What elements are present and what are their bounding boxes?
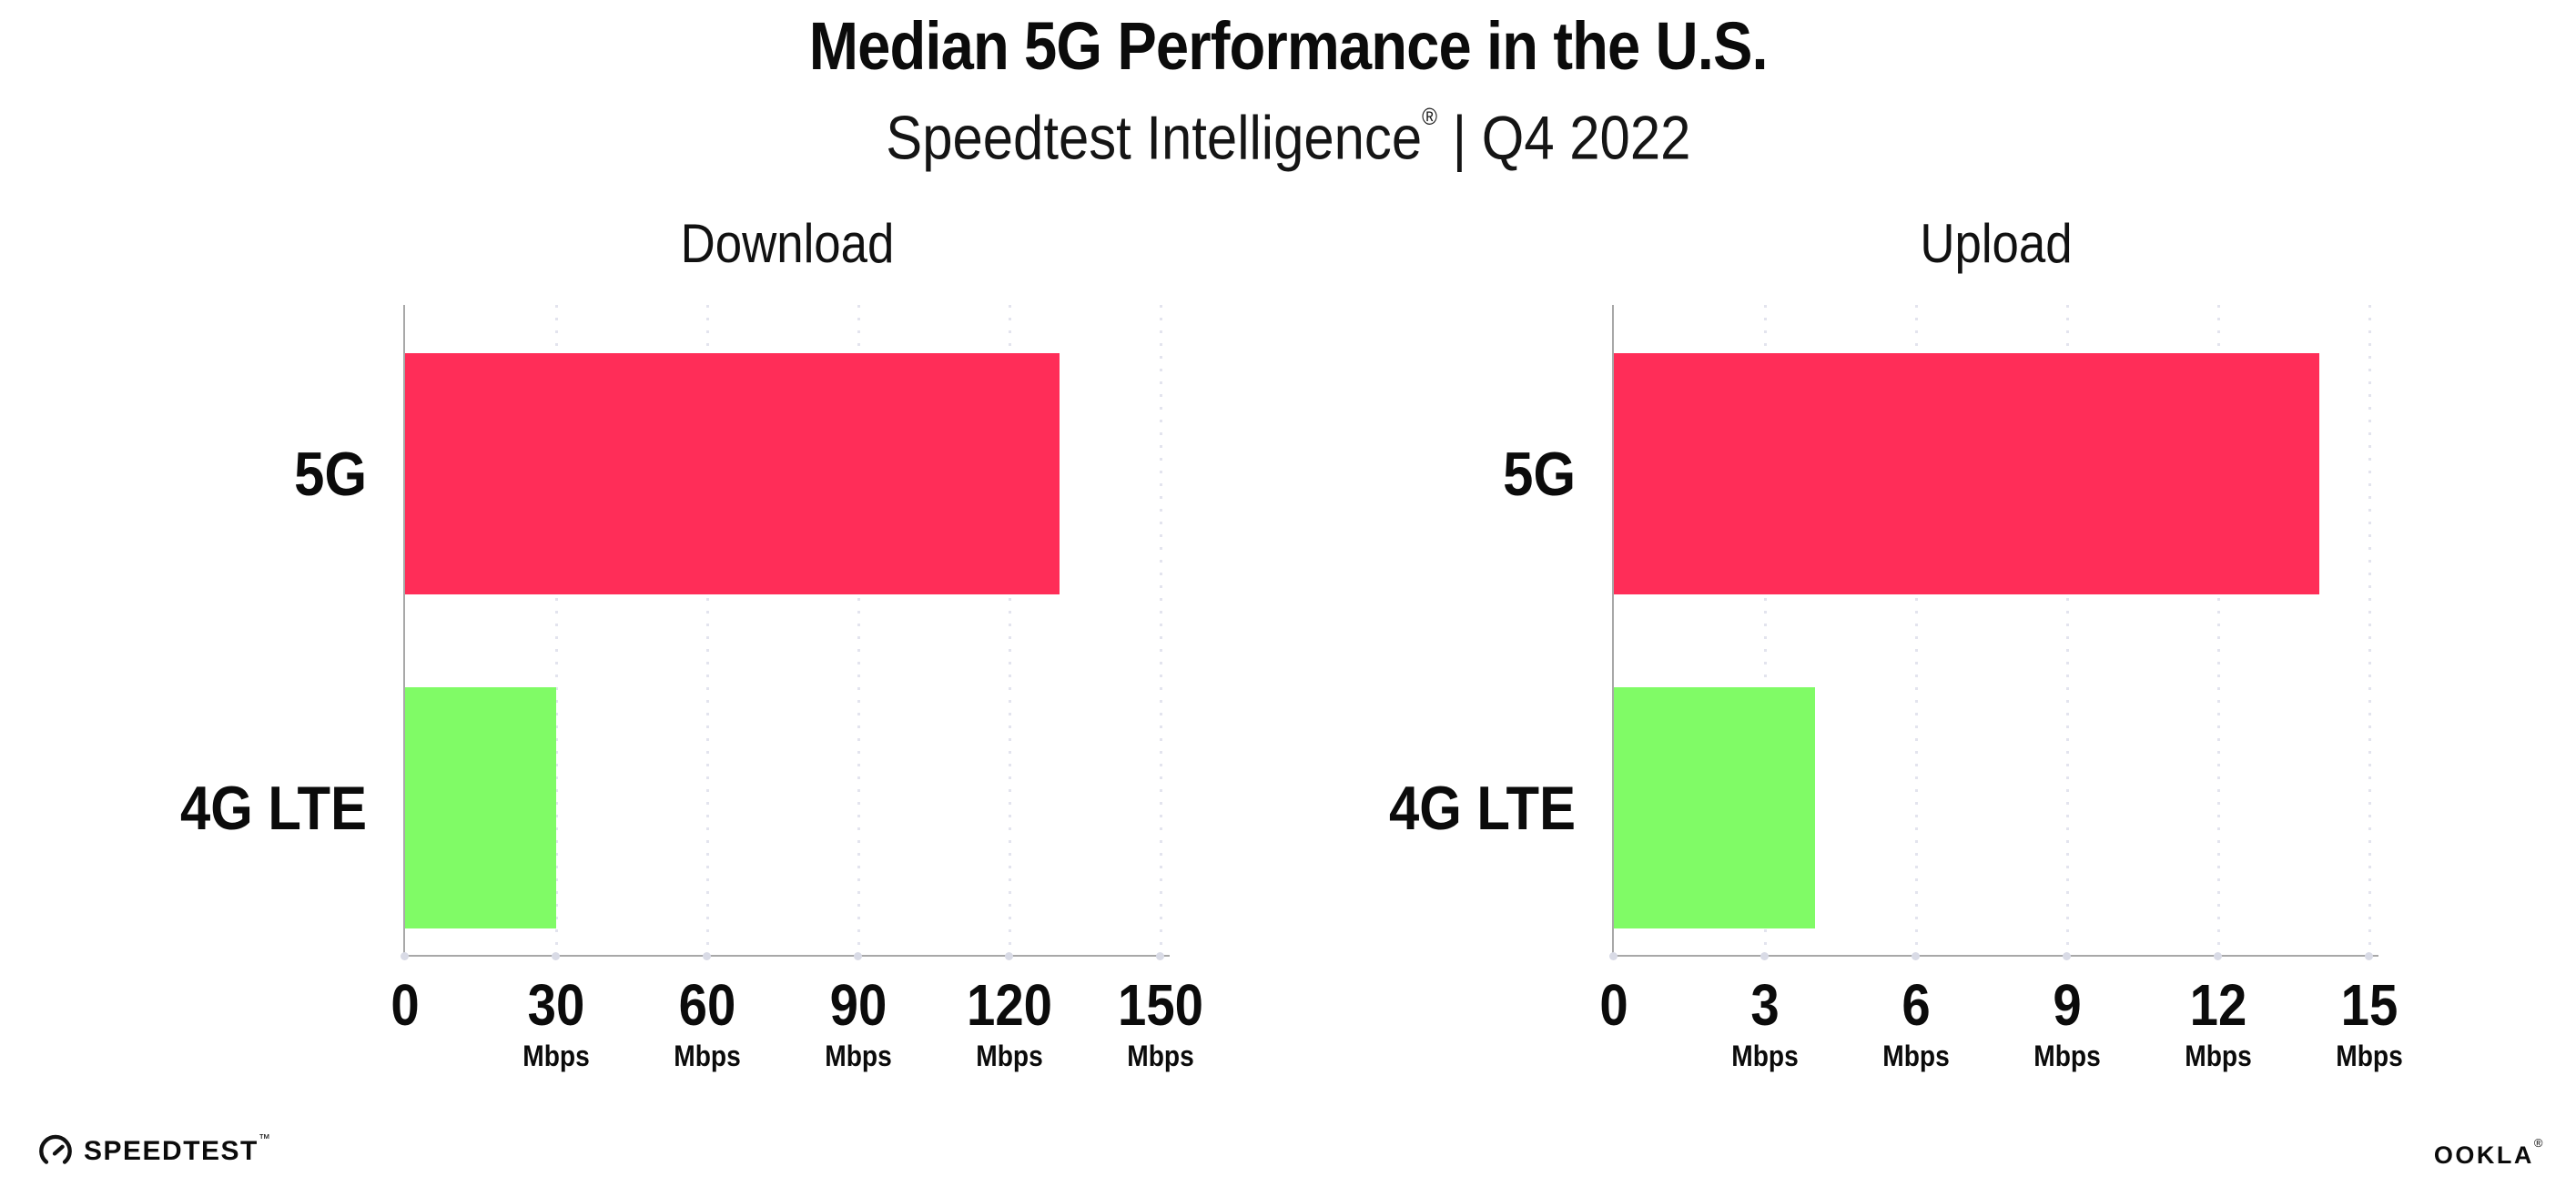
- axis-tick-dot: [1760, 952, 1769, 960]
- x-tick-value: 12: [2189, 972, 2247, 1038]
- bar-4g-lte: [1614, 687, 1815, 928]
- axis-tick-dot: [401, 952, 409, 960]
- chart-title: Upload: [1920, 213, 2073, 274]
- x-tick-label: 6 Mbps: [1882, 972, 1950, 1072]
- x-tick-value: 150: [1118, 972, 1203, 1038]
- axis-tick-dot: [2214, 952, 2222, 960]
- x-tick-value: 0: [1599, 972, 1628, 1038]
- gridline: [857, 305, 860, 955]
- axis-tick-dot: [1005, 952, 1013, 960]
- figure-subheader: Speedtest Intelligence® | Q4 2022: [0, 91, 2576, 177]
- speedtest-wordmark: SPEEDTEST™: [84, 1131, 272, 1166]
- gridline: [706, 305, 709, 955]
- x-tick-unit: Mbps: [976, 1040, 1043, 1072]
- x-tick-unit: Mbps: [1127, 1040, 1194, 1072]
- x-tick-value: 3: [1750, 972, 1780, 1038]
- x-tick-value: 90: [829, 972, 887, 1038]
- upload-chart: Upload 0 3 Mbps 6 Mbps 9 Mbps 12 Mbps 15 Mbps 5G 4G …: [1389, 213, 2403, 1071]
- category-label: 5G: [294, 439, 367, 509]
- x-tick-value: 60: [678, 972, 736, 1038]
- x-tick-label: 15 Mbps: [2336, 972, 2403, 1072]
- subtitle-period: | Q4 2022: [1436, 103, 1691, 173]
- x-tick-value: 9: [2053, 972, 2082, 1038]
- registered-mark: ®: [2533, 1136, 2545, 1150]
- x-tick-unit: Mbps: [674, 1040, 741, 1072]
- x-tick-unit: Mbps: [2033, 1040, 2101, 1072]
- x-tick-label: 60 Mbps: [674, 972, 741, 1072]
- gridline: [1160, 305, 1162, 955]
- download-chart: Download 0 30 Mbps 60 Mbps 90 Mbps 120 Mbps 150 Mb…: [180, 213, 1203, 1071]
- category-label: 4G LTE: [1388, 773, 1576, 843]
- category-label: 5G: [1503, 439, 1576, 509]
- axis-tick-dot: [2365, 952, 2373, 960]
- figure-header: Median 5G Performance in the U.S.: [0, 7, 2576, 86]
- x-tick-value: 120: [967, 972, 1052, 1038]
- gridline: [555, 305, 558, 955]
- axis-tick-dot: [2063, 952, 2071, 960]
- x-tick-unit: Mbps: [825, 1040, 892, 1072]
- subtitle-brand: Speedtest Intelligence: [885, 103, 1422, 173]
- speedtest-logo: SPEEDTEST™: [38, 1131, 272, 1169]
- registered-mark: ®: [1421, 103, 1437, 130]
- x-tick-value: 30: [527, 972, 585, 1038]
- x-tick-value: 15: [2340, 972, 2399, 1038]
- axis-tick-dot: [1609, 952, 1618, 960]
- x-tick-label: 0: [1599, 972, 1628, 1038]
- axis-tick-dot: [854, 952, 862, 960]
- x-tick-value: 6: [1902, 972, 1931, 1038]
- bar-4g-lte: [405, 687, 556, 928]
- x-tick-unit: Mbps: [1882, 1040, 1950, 1072]
- x-tick-value: 0: [390, 972, 420, 1038]
- x-tick-label: 12 Mbps: [2185, 972, 2252, 1072]
- page-subtitle: Speedtest Intelligence® | Q4 2022: [886, 91, 1690, 177]
- x-tick-label: 120 Mbps: [967, 972, 1052, 1072]
- x-tick-unit: Mbps: [2336, 1040, 2403, 1072]
- gridline: [2217, 305, 2220, 955]
- gridline: [1009, 305, 1011, 955]
- bar-5g: [1614, 353, 2319, 594]
- axis-tick-dot: [1912, 952, 1920, 960]
- x-tick-label: 0: [390, 972, 420, 1038]
- axis-tick-dot: [552, 952, 560, 960]
- ookla-logo: OOKLA®: [2433, 1136, 2545, 1169]
- speedtest-gauge-icon: [38, 1134, 73, 1169]
- x-tick-label: 90 Mbps: [825, 972, 892, 1072]
- axis-tick-dot: [1156, 952, 1164, 960]
- x-tick-unit: Mbps: [2185, 1040, 2252, 1072]
- bar-5g: [405, 353, 1060, 594]
- gridline: [1915, 305, 1918, 955]
- x-tick-label: 9 Mbps: [2033, 972, 2101, 1072]
- axis-tick-dot: [703, 952, 711, 960]
- x-tick-unit: Mbps: [522, 1040, 590, 1072]
- trademark-mark: ™: [258, 1131, 272, 1145]
- chart-title: Download: [680, 213, 895, 274]
- gridline: [2368, 305, 2371, 955]
- category-label: 4G LTE: [179, 773, 367, 843]
- x-tick-unit: Mbps: [1731, 1040, 1799, 1072]
- page-title: Median 5G Performance in the U.S.: [808, 8, 1769, 84]
- gridline: [2066, 305, 2069, 955]
- x-tick-label: 30 Mbps: [522, 972, 590, 1072]
- gridline: [1764, 305, 1767, 955]
- x-tick-label: 150 Mbps: [1118, 972, 1203, 1072]
- x-tick-label: 3 Mbps: [1731, 972, 1799, 1072]
